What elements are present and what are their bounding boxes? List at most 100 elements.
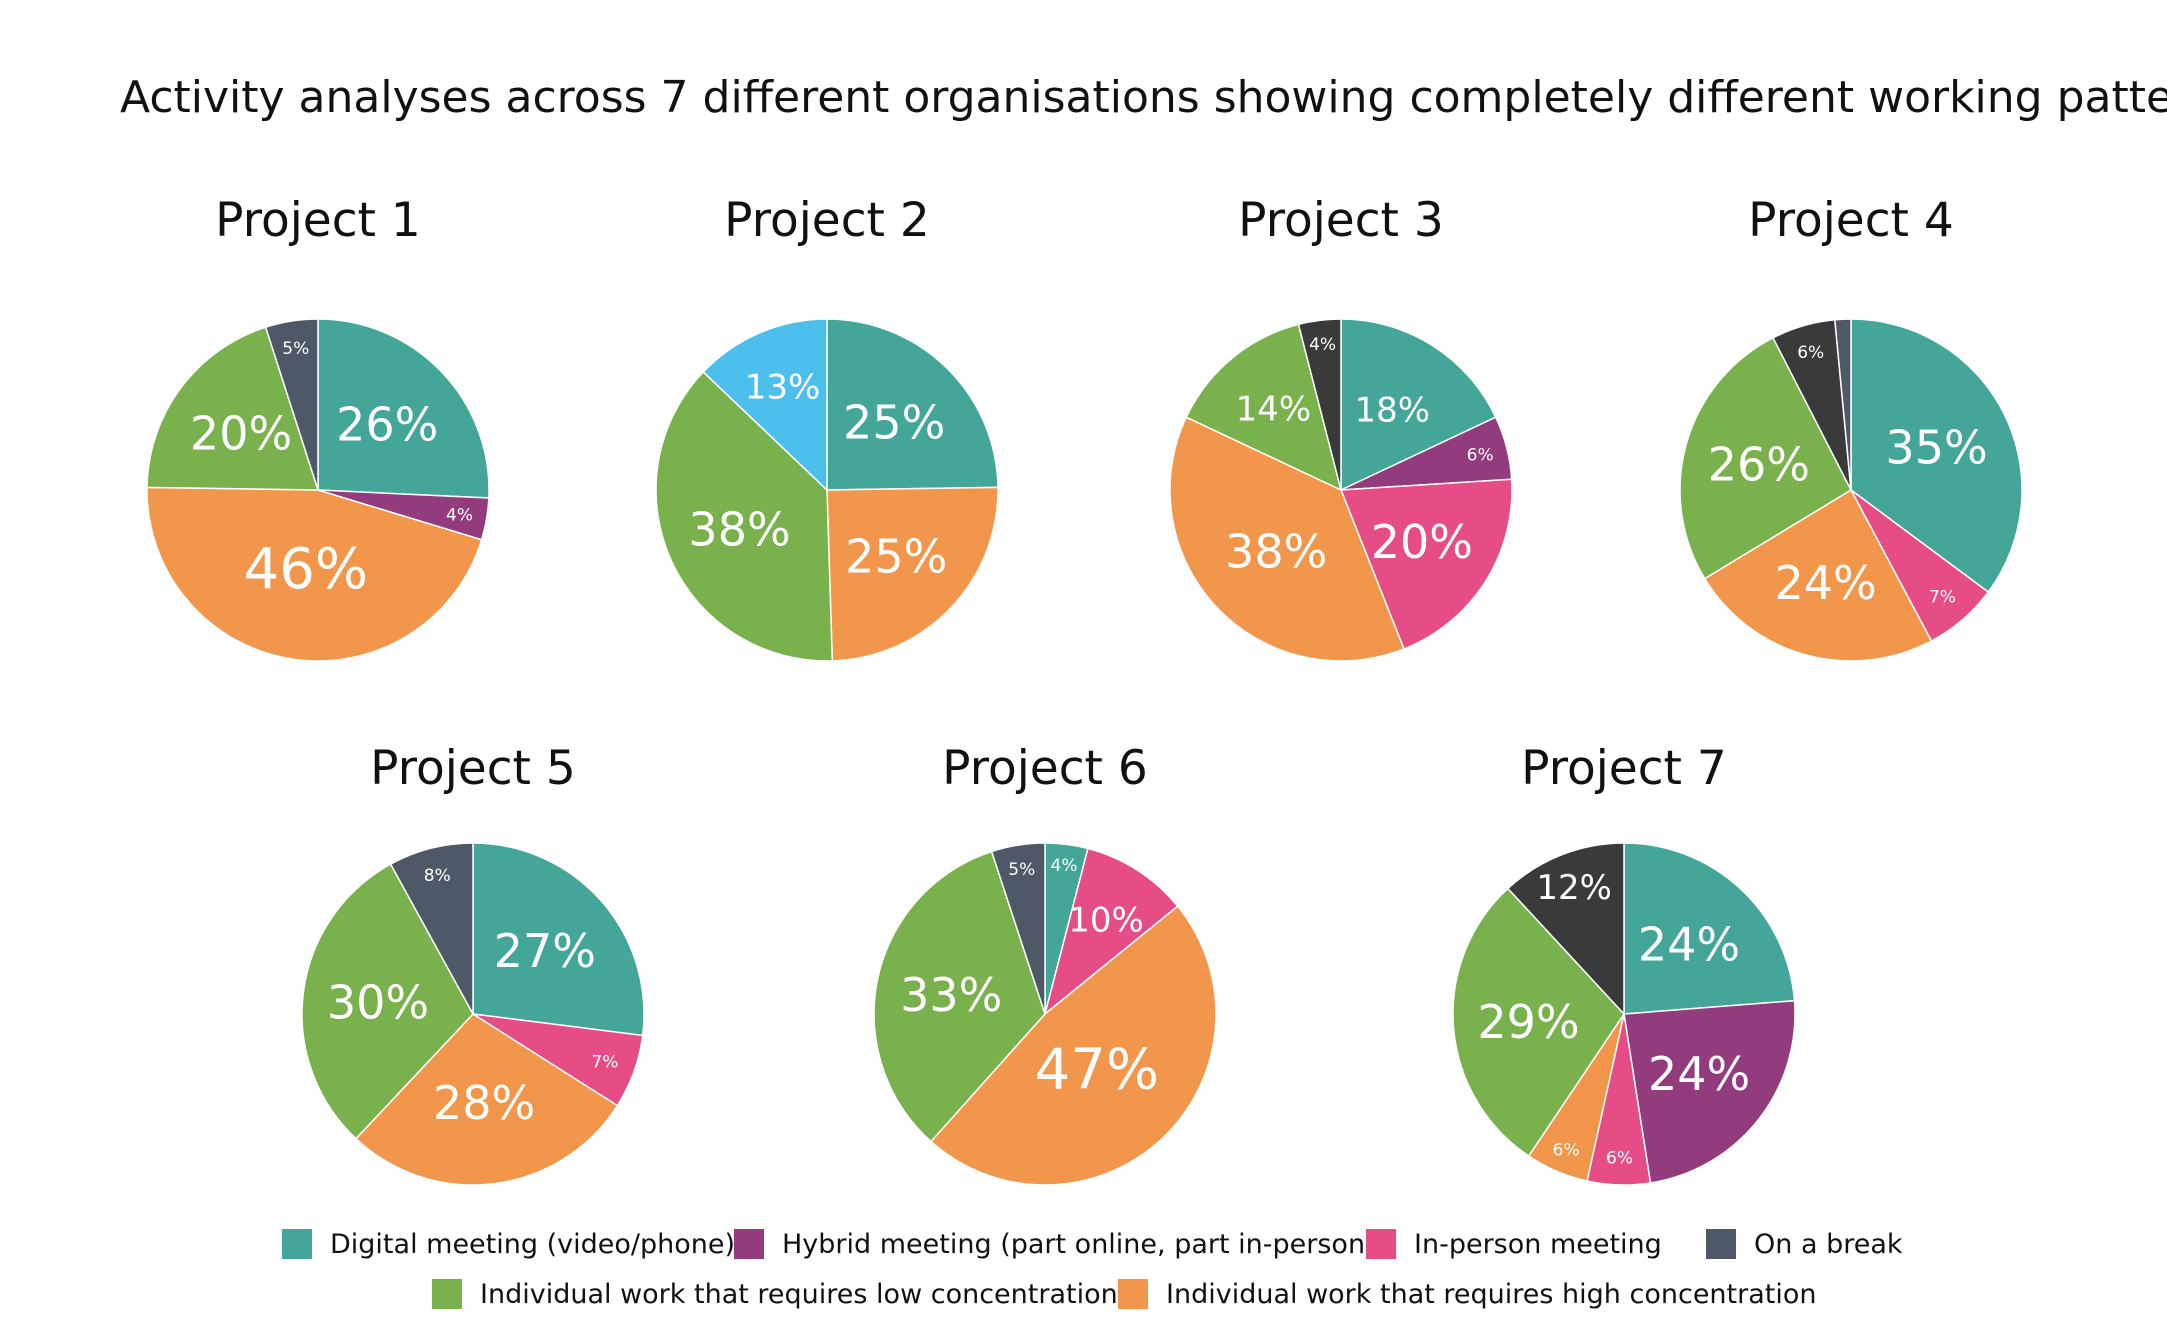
pie-slice-digital — [472, 842, 645, 1037]
slice-label: 6% — [1467, 445, 1494, 465]
legend-swatch-break — [1706, 1229, 1736, 1259]
slice-label: 18% — [1355, 390, 1431, 430]
slice-label: 33% — [900, 968, 1002, 1022]
pie-title: Project 1 — [215, 193, 421, 248]
pie-slice-digital — [1850, 318, 2023, 594]
pie-project-3: Project 3 18% 6% 20% 38% 14% 4% — [1169, 193, 1513, 662]
slice-label: 24% — [1648, 1047, 1750, 1101]
legend-label-inperson: In-person meeting — [1414, 1228, 1662, 1260]
pie-title: Project 4 — [1748, 193, 1954, 248]
pie-slice-high — [826, 486, 999, 662]
pie-slice-low — [873, 850, 1046, 1143]
pie-slice-other_blue — [702, 318, 828, 492]
slice-label: 20% — [1371, 515, 1473, 569]
pie-slice-hybrid — [1623, 999, 1796, 1184]
pie-slice-high — [929, 905, 1217, 1186]
legend-label-digital: Digital meeting (video/phone) — [330, 1228, 735, 1260]
slice-label: 24% — [1638, 917, 1740, 971]
slice-label: 20% — [190, 407, 292, 461]
slice-label: 47% — [1035, 1038, 1159, 1103]
legend-swatch-high — [1118, 1279, 1148, 1309]
slice-label: 26% — [1708, 437, 1810, 491]
pie-title: Project 7 — [1521, 741, 1727, 796]
slice-label: 30% — [327, 976, 429, 1030]
pie-slice-low — [1185, 323, 1343, 492]
slice-label: 27% — [494, 924, 596, 978]
legend-item-hybrid: Hybrid meeting (part online, part in-per… — [734, 1222, 1376, 1266]
slice-label: 25% — [845, 530, 947, 584]
slice-label: 8% — [424, 866, 451, 886]
legend-swatch-digital — [282, 1229, 312, 1259]
slice-label: 7% — [591, 1053, 618, 1073]
pie-project-1: Project 1 26% 4% 46% 20% 5% — [146, 193, 490, 662]
legend-label-break: On a break — [1754, 1228, 1903, 1260]
pie-slice-high — [1703, 488, 1933, 662]
slice-label: 38% — [1225, 524, 1327, 578]
pie-project-2: Project 2 25% 25% 38% 13% — [655, 193, 999, 662]
pie-title: Project 3 — [1238, 193, 1444, 248]
legend-label-low: Individual work that requires low concen… — [480, 1278, 1118, 1310]
slice-label: 38% — [688, 503, 790, 557]
pie-slice-dark — [1297, 318, 1342, 491]
pie-slice-digital — [826, 318, 999, 491]
slice-label: 28% — [433, 1076, 535, 1130]
slice-label: 6% — [1606, 1149, 1633, 1169]
legend-item-digital: Digital meeting (video/phone) — [282, 1222, 735, 1266]
legend-item-high: Individual work that requires high conce… — [1118, 1272, 1817, 1316]
slice-label: 6% — [1553, 1140, 1580, 1160]
pie-slice-low — [1679, 336, 1852, 580]
pie-slice-high — [1169, 416, 1405, 662]
slice-label: 7% — [1929, 587, 1956, 607]
pie-slice-digital — [317, 318, 490, 499]
pie-slice-low — [1452, 887, 1625, 1158]
slice-label: 6% — [1797, 343, 1824, 363]
pie-slice-dark — [1506, 842, 1625, 1016]
legend-item-break: On a break — [1706, 1222, 1903, 1266]
pie-slice-break — [389, 842, 474, 1015]
legend-item-low: Individual work that requires low concen… — [432, 1272, 1118, 1316]
pie-slice-high — [354, 1013, 619, 1186]
slice-label: 5% — [282, 339, 309, 359]
slice-label: 4% — [446, 506, 473, 526]
legend-label-hybrid: Hybrid meeting (part online, part in-per… — [782, 1228, 1376, 1260]
pie-project-6: Project 6 4% 10% 47% 33% 5% — [873, 741, 1217, 1186]
slice-label: 10% — [1068, 900, 1144, 940]
pie-title: Project 6 — [942, 741, 1148, 796]
slice-label: 14% — [1236, 390, 1312, 430]
pie-title: Project 2 — [724, 193, 930, 248]
legend-item-inperson: In-person meeting — [1366, 1222, 1662, 1266]
slice-label: 13% — [745, 367, 821, 407]
slice-label: 12% — [1536, 868, 1612, 908]
pie-project-7: Project 7 24% 24% 6% 6% 29% 12% — [1452, 741, 1796, 1186]
pie-slice-inperson — [1339, 478, 1513, 650]
slice-label: 4% — [1309, 335, 1336, 355]
slice-label: 35% — [1885, 421, 1987, 475]
pie-slice-break — [1834, 318, 1852, 491]
slice-label: 26% — [336, 397, 438, 451]
legend-row-1: Digital meeting (video/phone) Hybrid mee… — [0, 1222, 2167, 1266]
pie-title: Project 5 — [370, 741, 576, 796]
slice-label: 46% — [244, 537, 368, 602]
legend-swatch-low — [432, 1279, 462, 1309]
slice-label: 5% — [1008, 860, 1035, 880]
legend-swatch-inperson — [1366, 1229, 1396, 1259]
pie-slice-low — [655, 370, 834, 662]
legend-label-high: Individual work that requires high conce… — [1166, 1278, 1817, 1310]
pie-slice-high — [146, 486, 483, 662]
pie-slice-inperson — [1043, 847, 1179, 1017]
pie-slice-low — [146, 326, 320, 491]
chart-title: Activity analyses across 7 different org… — [120, 72, 2167, 123]
pie-project-4: Project 4 35% 7% 24% 26% 6% — [1679, 193, 2023, 662]
pie-project-5: Project 5 27% 7% 28%30% 8% — [301, 741, 645, 1186]
slice-label: 24% — [1774, 556, 1876, 610]
legend-row-2: Individual work that requires low concen… — [0, 1272, 2167, 1316]
legend-swatch-hybrid — [734, 1229, 764, 1259]
pie-slice-digital — [1340, 318, 1497, 492]
slice-label: 25% — [843, 395, 945, 449]
pie-slice-low — [301, 863, 474, 1140]
pie-slice-break — [990, 842, 1046, 1015]
pie-charts: Project 1 26% 4% 46% 20% 5% Project 2 25% 25% 38%… — [146, 193, 2023, 1186]
pie-slice-break — [264, 318, 319, 491]
pie-slice-digital — [1623, 842, 1796, 1015]
slice-label: 29% — [1477, 995, 1579, 1049]
